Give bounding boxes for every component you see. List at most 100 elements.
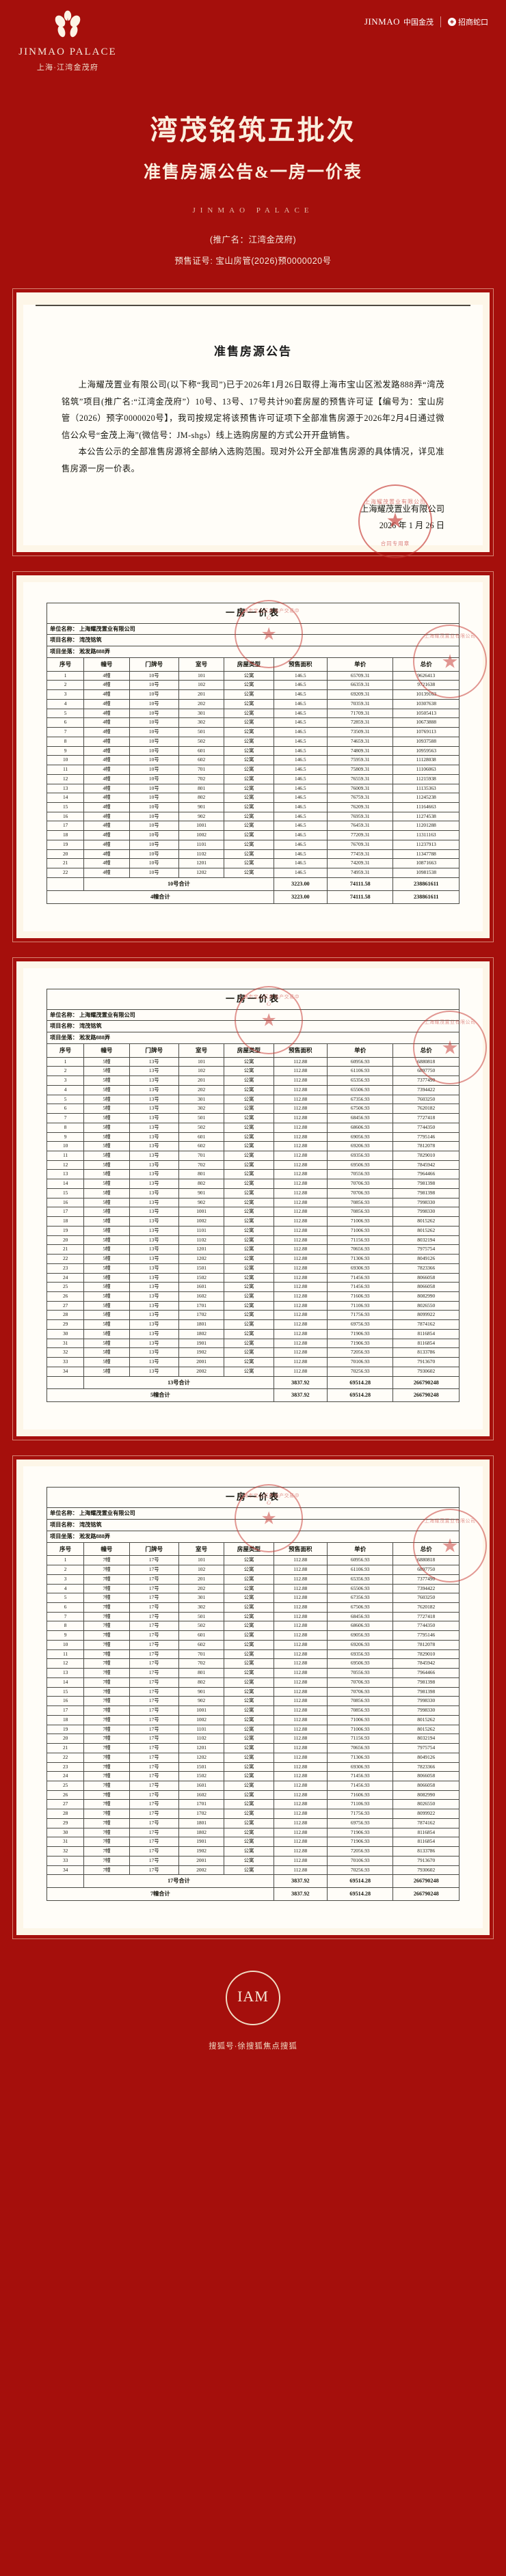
cell-单价: 69206.93 [327, 1639, 394, 1650]
cell-序号: 33 [46, 1357, 85, 1367]
cell-房屋类型: 公寓 [224, 1150, 274, 1161]
table-row: 6 5幢 13号 302 公寓 112.88 67506.93 7620182 [46, 1104, 460, 1114]
summary-area: 3837.92 [273, 1375, 328, 1390]
cell-门牌号: 17号 [129, 1771, 179, 1781]
table-row: 18 7幢 17号 1002 公寓 112.88 71006.93 8015262 [46, 1714, 460, 1725]
cell-单价: 77209.31 [327, 830, 394, 840]
summary-blank [46, 1874, 85, 1889]
cell-预售面积: 112.88 [273, 1122, 328, 1133]
cell-门牌号: 13号 [129, 1075, 179, 1086]
cell-序号: 3 [46, 1075, 85, 1086]
cell-单价: 61106.93 [327, 1066, 394, 1077]
table-row: 2 4幢 10号 102 公寓 146.5 66359.31 9721638 [46, 680, 460, 691]
table-row: 1 5幢 13号 101 公寓 112.88 60956.93 6880818 [46, 1056, 460, 1067]
cell-室号: 901 [178, 802, 225, 812]
cell-房屋类型: 公寓 [224, 1846, 274, 1856]
table-row: 14 7幢 17号 802 公寓 112.88 70706.93 7981398 [46, 1677, 460, 1688]
cell-幢号: 7幢 [83, 1724, 130, 1735]
table-row: 7 5幢 13号 501 公寓 112.88 68456.93 7727418 [46, 1113, 460, 1123]
table-row: 16 5幢 13号 902 公寓 112.88 70856.93 7998330 [46, 1197, 460, 1208]
table-row: 19 4幢 10号 1101 公寓 146.5 76709.31 11237913 [46, 839, 460, 850]
table-row: 23 7幢 17号 1501 公寓 112.88 69306.93 7823366 [46, 1762, 460, 1772]
cell-幢号: 7幢 [83, 1639, 130, 1650]
table-row: 8 7幢 17号 502 公寓 112.88 68606.93 7744350 [46, 1621, 460, 1632]
cell-总价: 8015262 [392, 1714, 460, 1725]
cell-门牌号: 13号 [129, 1235, 179, 1246]
cell-单价: 77459.31 [327, 849, 394, 860]
cell-序号: 9 [46, 745, 85, 756]
cell-幢号: 4幢 [83, 793, 130, 803]
cell-预售面积: 112.88 [273, 1602, 328, 1613]
cell-房屋类型: 公寓 [224, 717, 274, 728]
cell-总价: 8116854 [392, 1827, 460, 1838]
cell-室号: 601 [178, 745, 225, 756]
cell-序号: 15 [46, 802, 85, 812]
cell-序号: 5 [46, 1094, 85, 1105]
summary-label: 5幢合计 [46, 1388, 274, 1403]
cell-序号: 24 [46, 1272, 85, 1283]
price-table-card-building-5: 一房一价表 单位名称： 上海耀茂置业有限公司 项目名称： 湾茂铭筑 项目坐落： 淞发路… [12, 957, 494, 1441]
cell-室号: 1702 [178, 1809, 225, 1819]
cell-单价: 70856.93 [327, 1705, 394, 1716]
cell-序号: 7 [46, 1611, 85, 1622]
cell-单价: 69056.93 [327, 1132, 394, 1142]
cell-序号: 8 [46, 736, 85, 747]
cell-房屋类型: 公寓 [224, 1771, 274, 1781]
cell-房屋类型: 公寓 [224, 1282, 274, 1292]
announcement-paragraph-2: 本公告公示的全部准售房源将全部纳入选购范围。现对外公开全部准售房源的具体情况，详… [62, 447, 444, 474]
cell-总价: 10871663 [392, 858, 460, 869]
cell-室号: 902 [178, 1197, 225, 1208]
cell-总价: 7981398 [392, 1179, 460, 1189]
cell-房屋类型: 公寓 [224, 1621, 274, 1632]
summary-label: 10号合计 [83, 877, 274, 891]
cell-预售面积: 112.88 [273, 1225, 328, 1236]
table-row: 3 4幢 10号 201 公寓 146.5 69209.31 10139163 [46, 689, 460, 700]
cell-室号: 102 [178, 1565, 225, 1575]
cell-幢号: 5幢 [83, 1122, 130, 1133]
cell-室号: 1201 [178, 858, 225, 869]
cell-房屋类型: 公寓 [224, 1686, 274, 1697]
cell-幢号: 4幢 [83, 868, 130, 878]
cell-室号: 301 [178, 1593, 225, 1604]
cell-单价: 68606.93 [327, 1621, 394, 1632]
cell-室号: 1601 [178, 1780, 225, 1791]
cell-序号: 14 [46, 1677, 85, 1688]
cell-室号: 502 [178, 736, 225, 747]
cell-门牌号: 10号 [129, 698, 179, 709]
column-header-1: 幢号 [83, 657, 130, 672]
cell-预售面积: 112.88 [273, 1104, 328, 1114]
cell-幢号: 7幢 [83, 1743, 130, 1753]
cell-预售面积: 146.5 [273, 783, 328, 794]
cell-总价: 7377490 [392, 1574, 460, 1585]
cell-室号: 1201 [178, 1743, 225, 1753]
cell-单价: 71456.93 [327, 1272, 394, 1283]
brand-name-en: JINMAO PALACE [18, 46, 117, 57]
cell-室号: 502 [178, 1621, 225, 1632]
cell-房屋类型: 公寓 [224, 868, 274, 878]
cell-门牌号: 17号 [129, 1686, 179, 1697]
cell-序号: 13 [46, 1668, 85, 1678]
table-row: 25 7幢 17号 1601 公寓 112.88 71456.93 8066058 [46, 1780, 460, 1791]
cell-总价: 7975754 [392, 1244, 460, 1255]
table-row: 22 5幢 13号 1202 公寓 112.88 71306.93 8049126 [46, 1254, 460, 1264]
cell-门牌号: 17号 [129, 1865, 179, 1876]
cell-门牌号: 13号 [129, 1056, 179, 1067]
cell-房屋类型: 公寓 [224, 1056, 274, 1067]
cell-单价: 69306.93 [327, 1263, 394, 1274]
cell-总价: 8032194 [392, 1734, 460, 1744]
cell-门牌号: 17号 [129, 1827, 179, 1838]
cell-门牌号: 13号 [129, 1216, 179, 1227]
cell-预售面积: 146.5 [273, 717, 328, 728]
cell-总价: 8099922 [392, 1310, 460, 1321]
cell-门牌号: 10号 [129, 839, 179, 850]
cell-单价: 71156.93 [327, 1734, 394, 1744]
summary-unit-price: 69514.28 [327, 1887, 394, 1902]
cell-单价: 75959.31 [327, 755, 394, 766]
summary-unit-price: 69514.28 [327, 1375, 394, 1390]
cell-房屋类型: 公寓 [224, 1122, 274, 1133]
cell-总价: 7603250 [392, 1593, 460, 1604]
cell-总价: 7874162 [392, 1319, 460, 1330]
cell-房屋类型: 公寓 [224, 1188, 274, 1198]
cell-房屋类型: 公寓 [224, 1338, 274, 1349]
cell-门牌号: 17号 [129, 1611, 179, 1622]
